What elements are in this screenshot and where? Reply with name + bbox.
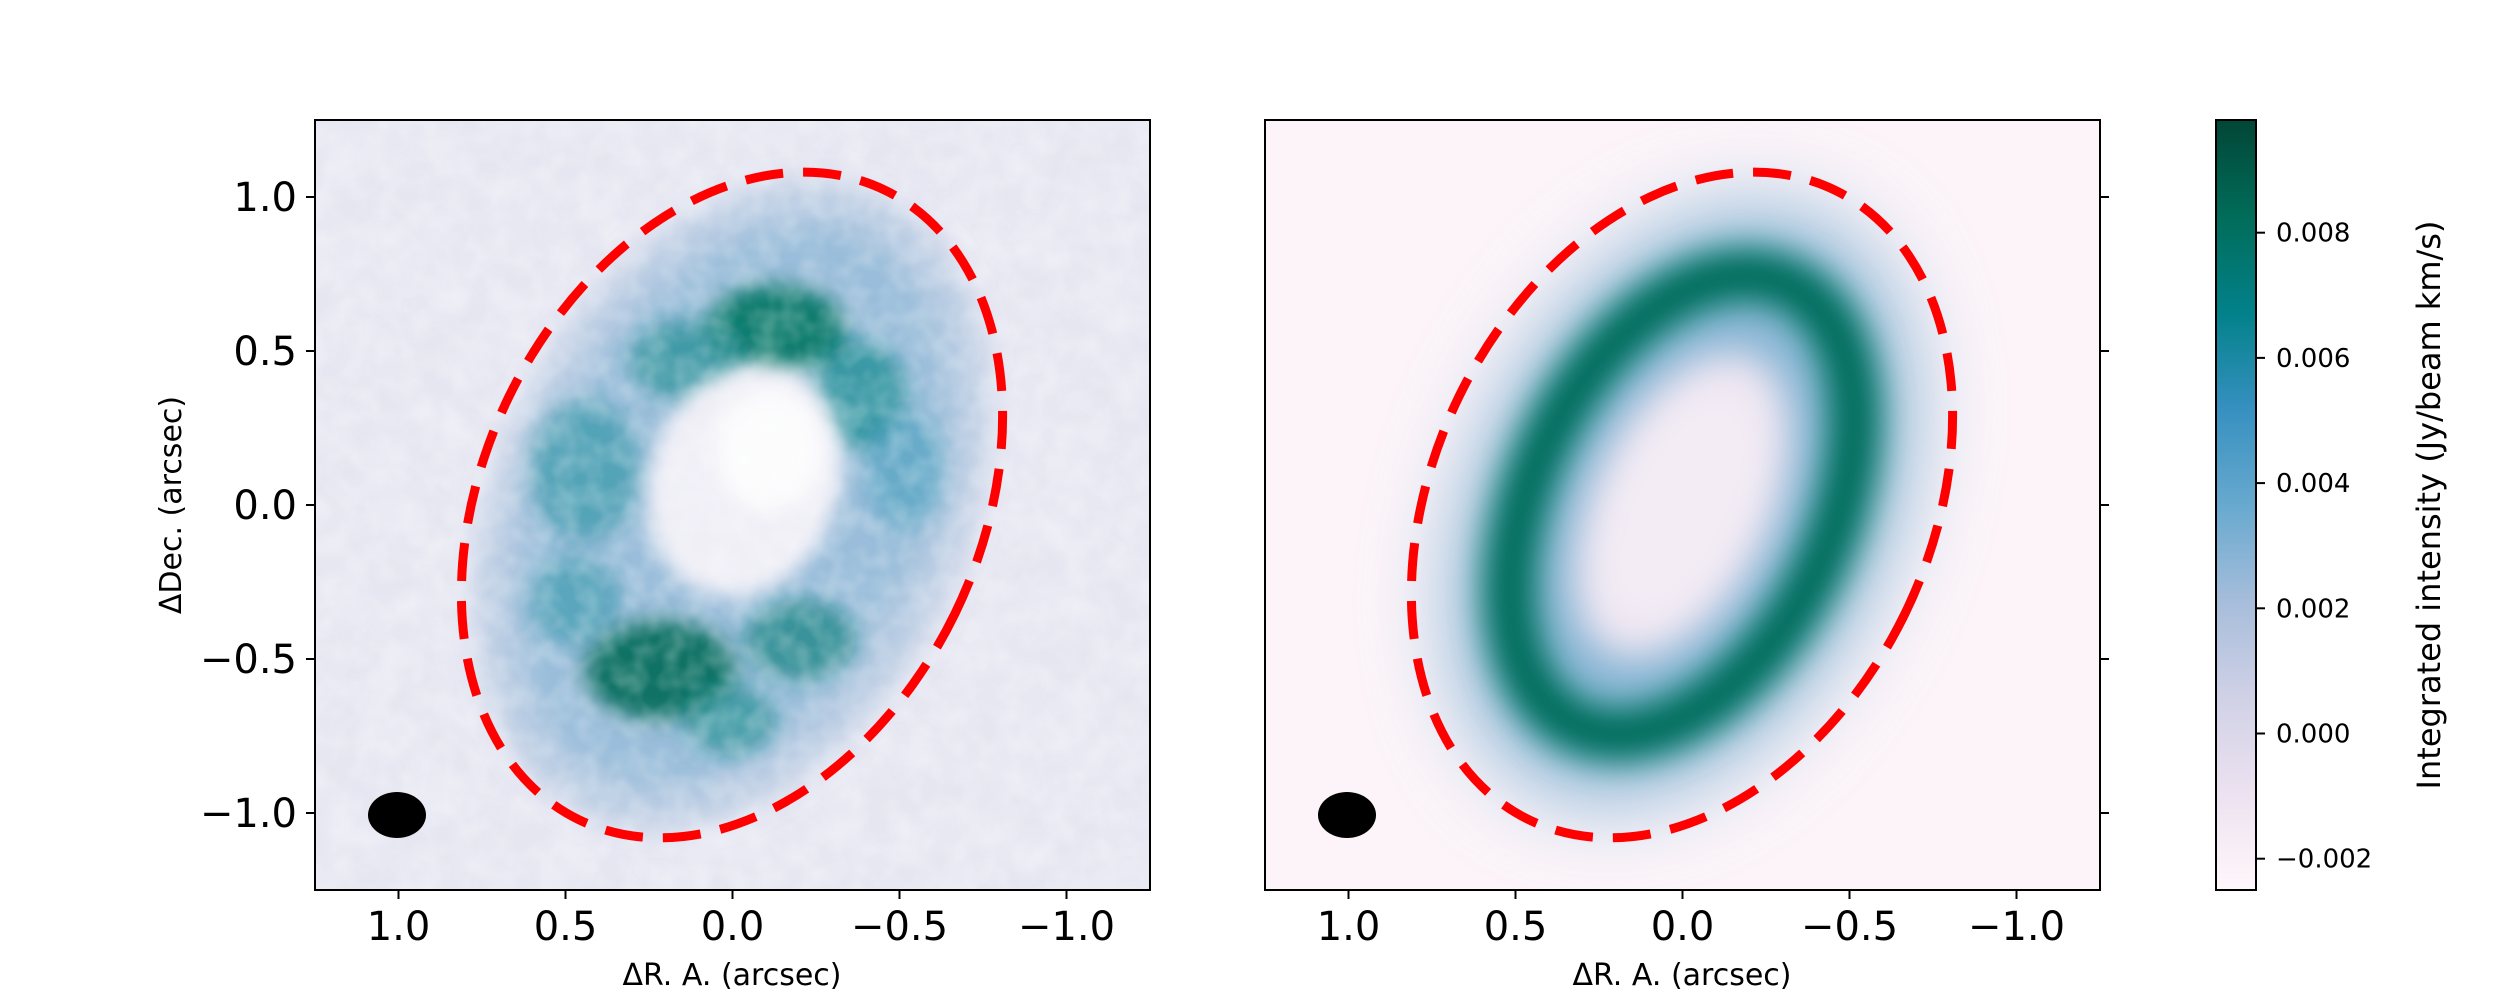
model-yticks: [2100, 196, 2109, 814]
colorbar-label: Integrated intensity (Jy/beam km/s): [2410, 221, 2448, 790]
colorbar-tick-label: −0.002: [2276, 845, 2372, 875]
colorbar-tick-label: 0.008: [2276, 219, 2350, 249]
xtick-label: 1.0: [367, 904, 431, 950]
panel-observed: 1.0 0.5 0.0 −0.5 −1.0 1.0 0.5 0.0 −0.5 −1.0 ΔR. …: [154, 119, 1151, 993]
observed-xticks: 1.0 0.5 0.0 −0.5 −1.0: [367, 890, 1115, 950]
colorbar-tick-label: 0.000: [2276, 719, 2350, 749]
xtick-label: 0.5: [534, 904, 598, 950]
observed-beam: [368, 792, 426, 838]
ytick-label: 1.0: [233, 175, 297, 221]
xtick-label: 0.5: [1484, 904, 1548, 950]
ytick-label: −1.0: [200, 791, 297, 837]
ytick-label: 0.5: [233, 329, 297, 375]
ytick-label: −0.5: [200, 637, 297, 683]
xtick-label: 0.0: [701, 904, 765, 950]
xtick-label: −1.0: [1018, 904, 1115, 950]
xtick-label: −0.5: [851, 904, 948, 950]
xtick-label: −1.0: [1968, 904, 2065, 950]
xtick-label: 1.0: [1317, 904, 1381, 950]
colorbar-gradient: [2215, 119, 2257, 891]
model-ellipse: [1406, 167, 1958, 843]
xtick-label: −0.5: [1801, 904, 1898, 950]
model-xticks: 1.0 0.5 0.0 −0.5 −1.0: [1317, 890, 2065, 950]
colorbar-tick-label: 0.002: [2276, 594, 2350, 624]
observed-image: [315, 120, 1150, 890]
colorbar-ticks: −0.002 0.000 0.002 0.004 0.006 0.008: [2256, 219, 2372, 875]
observed-yticks: 1.0 0.5 0.0 −0.5 −1.0: [200, 175, 315, 837]
ytick-label: 0.0: [233, 483, 297, 529]
model-xlabel: ΔR. A. (arcsec): [1573, 958, 1792, 993]
model-beam: [1318, 792, 1376, 838]
observed-xlabel: ΔR. A. (arcsec): [623, 958, 842, 993]
model-image: [1265, 120, 2100, 890]
panel-model: 1.0 0.5 0.0 −0.5 −1.0 ΔR. A. (arcsec): [1264, 119, 2109, 993]
colorbar-tick-label: 0.006: [2276, 344, 2350, 374]
observed-ellipse: [456, 167, 1008, 843]
colorbar: −0.002 0.000 0.002 0.004 0.006 0.008 Integrat…: [2215, 119, 2448, 891]
colorbar-tick-label: 0.004: [2276, 469, 2350, 499]
xtick-label: 0.0: [1651, 904, 1715, 950]
observed-ylabel: ΔDec. (arcsec): [154, 396, 189, 614]
